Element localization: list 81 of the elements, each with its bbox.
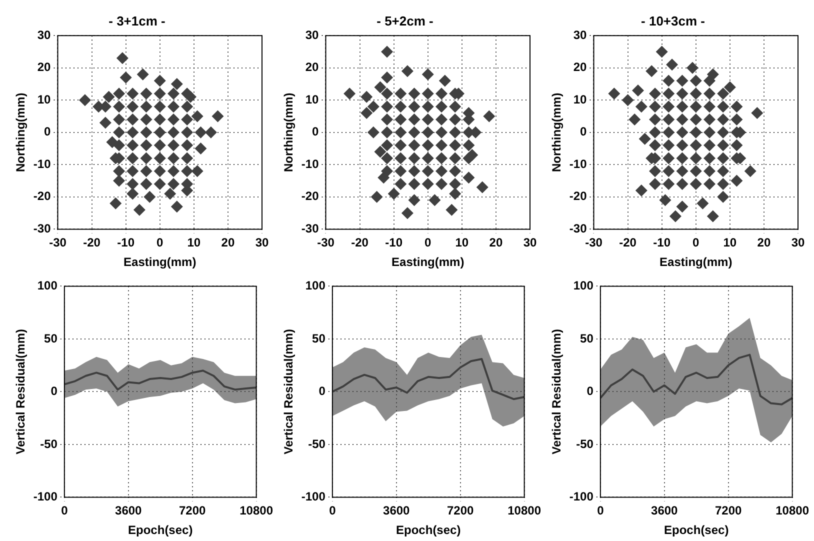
x-tick-label: 10 (723, 236, 737, 250)
x-tick-label: 30 (255, 236, 269, 250)
y-tick-label: -10 (33, 156, 52, 171)
x-axis-title: Epoch(sec) (128, 523, 193, 538)
y-tick-label: -20 (33, 189, 52, 204)
y-tick-label: 0 (586, 384, 594, 398)
y-tick-label: -10 (301, 156, 320, 171)
x-tick-label: 10800 (508, 504, 542, 518)
y-tick-label: 50 (580, 331, 594, 346)
y-tick-label: -100 (33, 490, 58, 504)
y-tick-label: -50 (308, 436, 326, 451)
y-tick-label: 0 (318, 384, 326, 398)
x-tick-label: 7200 (179, 504, 206, 518)
x-tick-label: -20 (351, 236, 369, 250)
y-tick-label: -30 (301, 222, 320, 236)
x-tick-label: 20 (221, 236, 235, 250)
y-tick-label: -100 (569, 490, 594, 504)
x-tick-label: 20 (757, 236, 771, 250)
x-tick-label: 10 (455, 236, 469, 250)
y-tick-label: 10 (573, 92, 588, 106)
y-tick-label: 100 (305, 278, 326, 293)
y-tick-label: -30 (569, 222, 588, 236)
x-tick-label: 30 (523, 236, 537, 250)
y-tick-label: -50 (576, 436, 594, 451)
x-tick-label: 10800 (240, 504, 274, 518)
y-tick-label: -50 (40, 436, 58, 451)
x-tick-label: 0 (424, 236, 432, 250)
x-tick-label: 0 (597, 504, 604, 518)
x-axis-title: Easting(mm) (660, 255, 732, 270)
chart-title: - 5+2cm - (376, 13, 434, 28)
x-tick-label: -20 (619, 236, 637, 250)
y-tick-label: 30 (573, 28, 588, 42)
y-tick-label: -20 (301, 189, 320, 204)
y-tick-label: 0 (50, 384, 58, 398)
y-axis-title: Northing(mm) (282, 92, 296, 172)
y-tick-label: -20 (569, 189, 588, 204)
y-axis-title: Vertical Residual(mm) (14, 329, 28, 454)
y-axis-title: Northing(mm) (14, 92, 28, 172)
x-tick-label: 0 (156, 236, 164, 250)
x-tick-label: 3600 (115, 504, 142, 518)
x-axis-title: Easting(mm) (124, 255, 196, 270)
x-tick-label: 0 (692, 236, 700, 250)
x-tick-label: 20 (489, 236, 503, 250)
x-axis-title: Epoch(sec) (664, 523, 729, 538)
x-tick-label: 0 (329, 504, 336, 518)
x-axis-title: Epoch(sec) (396, 523, 461, 538)
x-tick-label: 10800 (776, 504, 810, 518)
x-tick-label: 10 (187, 236, 201, 250)
x-tick-label: -20 (83, 236, 101, 250)
y-tick-label: 10 (305, 92, 320, 106)
chart-title: - 10+3cm - (641, 13, 705, 28)
y-tick-label: 50 (312, 331, 326, 346)
y-tick-label: 0 (44, 124, 52, 139)
y-tick-label: 10 (37, 92, 52, 106)
x-tick-label: 7200 (715, 504, 742, 518)
y-tick-label: -100 (301, 490, 326, 504)
y-axis-title: Northing(mm) (550, 92, 564, 172)
chart-title: - 3+1cm - (108, 13, 166, 28)
x-tick-label: 0 (61, 504, 68, 518)
y-tick-label: 100 (573, 278, 594, 293)
x-tick-label: -10 (117, 236, 135, 250)
y-tick-label: 50 (44, 331, 58, 346)
y-tick-label: 100 (37, 278, 58, 293)
y-tick-label: 20 (573, 60, 588, 74)
y-tick-label: -10 (569, 156, 588, 171)
y-tick-label: -30 (33, 222, 52, 236)
x-tick-label: 3600 (383, 504, 410, 518)
x-axis-title: Easting(mm) (392, 255, 464, 270)
x-tick-label: 7200 (447, 504, 474, 518)
y-tick-label: 20 (305, 60, 320, 74)
y-tick-label: 30 (305, 28, 320, 42)
x-tick-label: -10 (385, 236, 403, 250)
y-tick-label: 0 (580, 124, 588, 139)
x-tick-label: 3600 (651, 504, 678, 518)
x-tick-label: 30 (791, 236, 805, 250)
x-tick-label: -10 (653, 236, 671, 250)
y-tick-label: 0 (312, 124, 320, 139)
y-axis-title: Vertical Residual(mm) (550, 329, 564, 454)
y-tick-label: 20 (37, 60, 52, 74)
y-tick-label: 30 (37, 28, 52, 42)
y-axis-title: Vertical Residual(mm) (282, 329, 296, 454)
